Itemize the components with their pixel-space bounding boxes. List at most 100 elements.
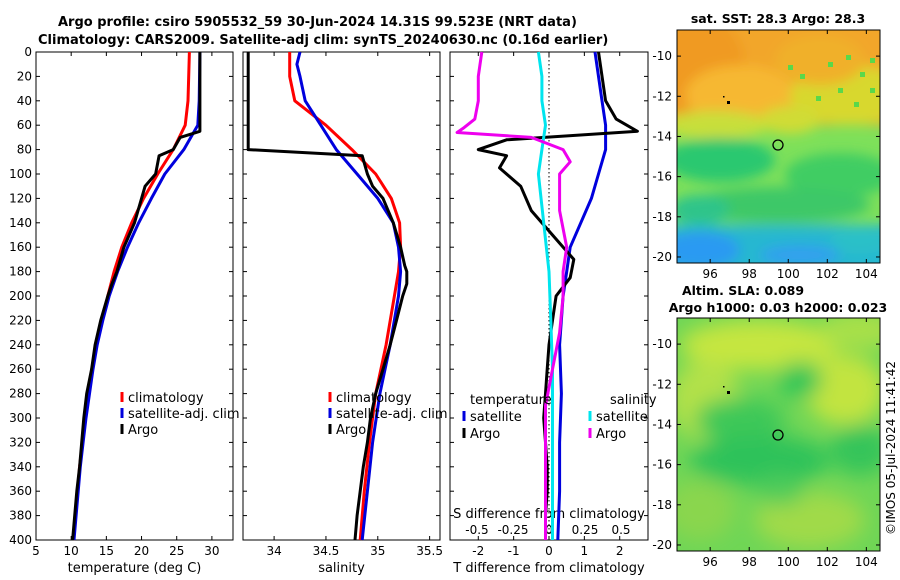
- salinity-xlabel: salinity: [318, 561, 365, 576]
- sla_map-xtick-label: 104: [855, 555, 878, 569]
- temperature-legend-label: climatology: [128, 391, 204, 406]
- sla_map-xtick-label: 102: [816, 555, 839, 569]
- sst-argo-dot-2: [723, 96, 725, 98]
- depth-tick-label: 60: [17, 118, 32, 132]
- difference-xlabel: T difference from climatology: [452, 561, 645, 576]
- temperature-series-climatology: [71, 51, 191, 541]
- temperature-series-argo: [71, 52, 202, 541]
- depth-tick-label: 0: [24, 45, 32, 59]
- figure-title-line2: Climatology: CARS2009. Satellite-adj cli…: [38, 33, 609, 48]
- difference-legend-label: Argo: [470, 427, 500, 442]
- sst-float-marker: [772, 139, 784, 151]
- difference-legend-header-salinity: salinity: [610, 393, 657, 408]
- salinity-series-climatology: [288, 52, 403, 541]
- temperature-xtick-label: 25: [169, 544, 184, 558]
- depth-tick-label: 360: [9, 484, 32, 498]
- figure-title-line1: Argo profile: csiro 5905532_59 30-Jun-20…: [58, 15, 577, 30]
- depth-tick-label: 200: [9, 289, 32, 303]
- sst_map-xtick-label: 98: [742, 267, 757, 281]
- difference-top-xtick-label: 0.25: [572, 523, 599, 537]
- sst-argo-dot: [727, 101, 730, 104]
- sla_map-ytick-label: -10: [652, 337, 672, 351]
- sst_map-xtick-label: 102: [816, 267, 839, 281]
- depth-tick-label: 40: [17, 94, 32, 108]
- difference-top-xtick-label: -0.25: [497, 523, 528, 537]
- depth-tick-label: 20: [17, 69, 32, 83]
- difference-series-salinity-satellite: [536, 51, 554, 540]
- sst_map-ytick-label: -18: [652, 210, 672, 224]
- difference-xtick-label: 0: [545, 544, 553, 558]
- temperature-legend-label: Argo: [128, 423, 158, 438]
- salinity-series-satellite-adj-clim: [295, 51, 403, 541]
- salinity-panel: 34 34.5 35 35.5 salinity climatologysatellite…: [242, 51, 448, 576]
- sla-float-marker: [772, 429, 784, 441]
- difference-series-temperature-satellite: [556, 51, 608, 541]
- difference-xtick-label: 2: [616, 544, 624, 558]
- sst-map-title: sat. SST: 28.3 Argo: 28.3: [691, 11, 865, 26]
- difference-legend-label: satellite: [470, 410, 522, 425]
- depth-tick-label: 140: [9, 216, 32, 230]
- sst_map-ytick-label: -16: [652, 170, 672, 184]
- sla_map-ytick-label: -14: [652, 417, 672, 431]
- sla_map-ytick-label: -18: [652, 498, 672, 512]
- temperature-frame: [35, 51, 234, 541]
- temperature-xtick-label: 5: [32, 544, 40, 558]
- sla-map: Altim. SLA: 0.089 Argo h1000: 0.03 h2000…: [652, 283, 888, 569]
- depth-tick-label: 320: [9, 435, 32, 449]
- temperature-xtick-label: 10: [64, 544, 79, 558]
- salinity-legend-label: satellite-adj. clim: [336, 407, 448, 422]
- difference-series-salinity-argo: [455, 51, 572, 540]
- sla-argo-dot: [727, 391, 730, 394]
- sla-map-title: Altim. SLA: 0.089: [682, 283, 804, 298]
- salinity-xtick-label: 35.5: [416, 544, 443, 558]
- depth-tick-label: 160: [9, 240, 32, 254]
- salinity-legend-label: climatology: [336, 391, 412, 406]
- sst-map-field: [677, 30, 880, 263]
- sst_map-ytick-label: -12: [652, 89, 672, 103]
- sst_map-ytick-label: -14: [652, 129, 672, 143]
- sla-map-field: [677, 318, 880, 551]
- depth-tick-label: 240: [9, 338, 32, 352]
- temperature-xtick-label: 20: [134, 544, 149, 558]
- difference-top-xtick-label: 0: [545, 523, 553, 537]
- salinity-xtick-label: 35: [370, 544, 385, 558]
- salinity-xtick-label: 34: [266, 544, 281, 558]
- depth-tick-label: 80: [17, 143, 32, 157]
- salinity-series-argo: [246, 52, 409, 541]
- depth-tick-label: 120: [9, 191, 32, 205]
- sst_map-xtick-label: 104: [855, 267, 878, 281]
- depth-tick-label: 180: [9, 265, 32, 279]
- salinity-legend-label: Argo: [336, 423, 366, 438]
- sla_map-xtick-label: 96: [703, 555, 718, 569]
- sst_map-xtick-label: 96: [703, 267, 718, 281]
- sst_map-xtick-label: 100: [777, 267, 800, 281]
- sst_map-ytick-label: -20: [652, 250, 672, 264]
- difference-xtick-label: -2: [472, 544, 484, 558]
- difference-legend-header-temperature: temperature: [470, 393, 552, 408]
- difference-legend-label: Argo: [596, 427, 626, 442]
- sla_map-ytick-label: -20: [652, 538, 672, 552]
- difference-top-xlabel: S difference from climatology: [453, 507, 645, 522]
- depth-tick-label: 100: [9, 167, 32, 181]
- depth-tick-label: 220: [9, 313, 32, 327]
- temperature-legend-label: satellite-adj. clim: [128, 407, 240, 422]
- sla_map-ytick-label: -16: [652, 458, 672, 472]
- difference-legend-label: satellite: [596, 410, 648, 425]
- sst-map: sat. SST: 28.3 Argo: 28.3: [652, 11, 881, 281]
- temperature-panel: 0 20 40 60 80 100 120 140 160 180 200 220 240 260 280 3…: [9, 45, 240, 576]
- depth-tick-label: 340: [9, 460, 32, 474]
- depth-tick-label: 400: [9, 533, 32, 547]
- difference-top-xtick-label: 0.5: [611, 523, 630, 537]
- difference-series-temperature-argo: [476, 51, 639, 540]
- difference-top-xtick-label: -0.5: [465, 523, 488, 537]
- salinity-xtick-label: 34.5: [313, 544, 340, 558]
- sla_map-xtick-label: 98: [742, 555, 757, 569]
- temperature-series-satellite-adj-clim: [72, 51, 202, 541]
- sla_map-ytick-label: -12: [652, 377, 672, 391]
- depth-tick-label: 280: [9, 387, 32, 401]
- sst_map-ytick-label: -10: [652, 49, 672, 63]
- imos-credit: ©IMOS 05-Jul-2024 11:41:42: [884, 361, 898, 535]
- sla-map-subtitle: Argo h1000: 0.03 h2000: 0.023: [669, 300, 888, 315]
- depth-tick-label: 380: [9, 509, 32, 523]
- difference-xtick-label: -1: [508, 544, 520, 558]
